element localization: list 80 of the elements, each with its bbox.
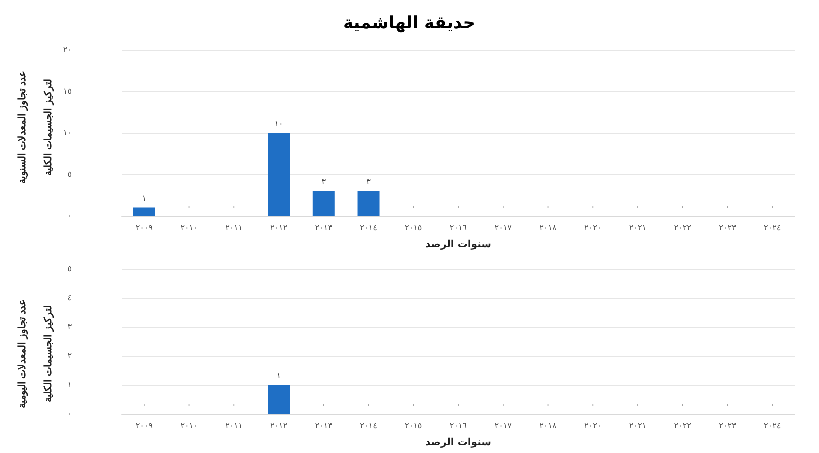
y-tick-label: ٣	[68, 322, 73, 332]
data-label: ٠	[187, 400, 192, 410]
text: عدد تجاوز المعدلات اليومية لتركيز الجسيمات الكلية	[18, 299, 54, 409]
data-label: ٠	[411, 400, 416, 410]
bar	[133, 208, 156, 216]
x-tick-label: ٢٠١٧	[494, 422, 513, 430]
y-tick-label: ٤	[68, 294, 72, 302]
data-label: ٣	[366, 178, 372, 187]
x-tick-label: ٢٠٢٠	[584, 422, 602, 430]
x-tick-label: ٢٠١٣	[315, 422, 334, 430]
y-tick-label: ٠	[68, 212, 72, 220]
data-label: ٠	[456, 202, 461, 212]
y-tick-label: ٥	[68, 170, 72, 179]
data-label: ٣	[322, 178, 327, 187]
bar	[312, 191, 335, 216]
data-label: ٠	[366, 400, 371, 410]
data-label: ٠	[501, 202, 506, 212]
data-label: ١٠	[274, 120, 284, 128]
data-label: ٠	[546, 202, 550, 212]
x-tick-label: ٢٠١١	[226, 422, 243, 430]
data-label: ٠	[501, 400, 506, 410]
data-label: ٠	[770, 400, 775, 410]
data-label: ٠	[411, 202, 416, 212]
y-tick-label: ١٥	[63, 87, 72, 96]
x-tick-label: ٢٠١٤	[360, 422, 378, 430]
x-tick-label: ٢٠٢٢	[674, 422, 692, 430]
x-axis-title: سنوات الرصد	[426, 240, 492, 250]
data-label: ١	[276, 372, 282, 380]
x-tick-label: ٢٠١٥	[405, 224, 422, 232]
y-tick-label: ١٠	[63, 128, 72, 138]
chart-title: حديقة الهاشمية	[343, 14, 476, 34]
x-tick-label: ٢٠١٢	[270, 224, 288, 232]
x-tick-label: ٢٠١٥	[405, 422, 422, 430]
data-label: ٠	[726, 202, 730, 212]
text: عدد تجاوز المعدلات السنوية لتركيز الجسيمات الكلية	[18, 70, 54, 184]
x-tick-label: ٢٠١٧	[494, 224, 513, 232]
bar	[358, 191, 380, 216]
x-tick-label: ٢٠١٠	[180, 224, 198, 232]
data-label: ٠	[456, 400, 461, 410]
data-label: ٠	[680, 400, 685, 410]
data-label: ٠	[590, 400, 596, 410]
data-label: ٠	[232, 202, 236, 212]
x-tick-label: ٢٠٠٩	[136, 422, 154, 430]
data-label: ١	[142, 194, 147, 204]
x-axis-title: سنوات الرصد	[426, 438, 492, 448]
x-tick-label: ٢٠١٨	[540, 422, 558, 430]
x-tick-label: ٢٠٠٩	[136, 224, 154, 232]
data-label: ٠	[187, 202, 192, 212]
x-tick-label: ٢٠٢٤	[764, 422, 782, 430]
data-label: ٠	[232, 400, 236, 410]
x-tick-label: ٢٠٢٤	[764, 224, 782, 232]
data-label: ٠	[636, 202, 640, 212]
y-tick-label: ٥	[68, 264, 72, 274]
data-label: ٠	[142, 400, 147, 410]
x-tick-label: ٢٠١١	[226, 224, 243, 232]
x-tick-label: ٢٠١٤	[360, 224, 378, 232]
data-label: ٠	[636, 400, 640, 410]
y-tick-label: ٠	[68, 410, 72, 418]
data-label: ٠	[590, 202, 596, 212]
x-tick-label: ٢٠١٣	[315, 224, 334, 232]
y-tick-label: ٢	[68, 352, 72, 360]
x-tick-label: ٢٠١٨	[540, 224, 558, 232]
data-label: ٠	[546, 400, 550, 410]
data-label: ٠	[770, 202, 775, 212]
data-label: ٠	[726, 400, 730, 410]
bar	[268, 133, 290, 216]
data-label: ٠	[680, 202, 685, 212]
data-label: ٠	[322, 400, 326, 410]
x-tick-label: ٢٠٢٣	[719, 422, 737, 430]
y-tick-label: ١	[68, 380, 72, 390]
x-tick-label: ٢٠٢٢	[674, 224, 692, 232]
x-tick-label: ٢٠٢٠	[584, 224, 602, 232]
x-tick-label: ٢٠١٢	[270, 422, 288, 430]
y-tick-label: ٢٠	[63, 46, 72, 54]
x-tick-label: ٢٠١٦	[450, 224, 468, 232]
x-tick-label: ٢٠٢٣	[719, 224, 737, 232]
x-tick-label: ٢٠١٦	[450, 422, 468, 430]
x-tick-label: ٢٠٢١	[629, 224, 647, 232]
x-tick-label: ٢٠٢١	[629, 422, 647, 430]
x-tick-label: ٢٠١٠	[180, 422, 198, 430]
